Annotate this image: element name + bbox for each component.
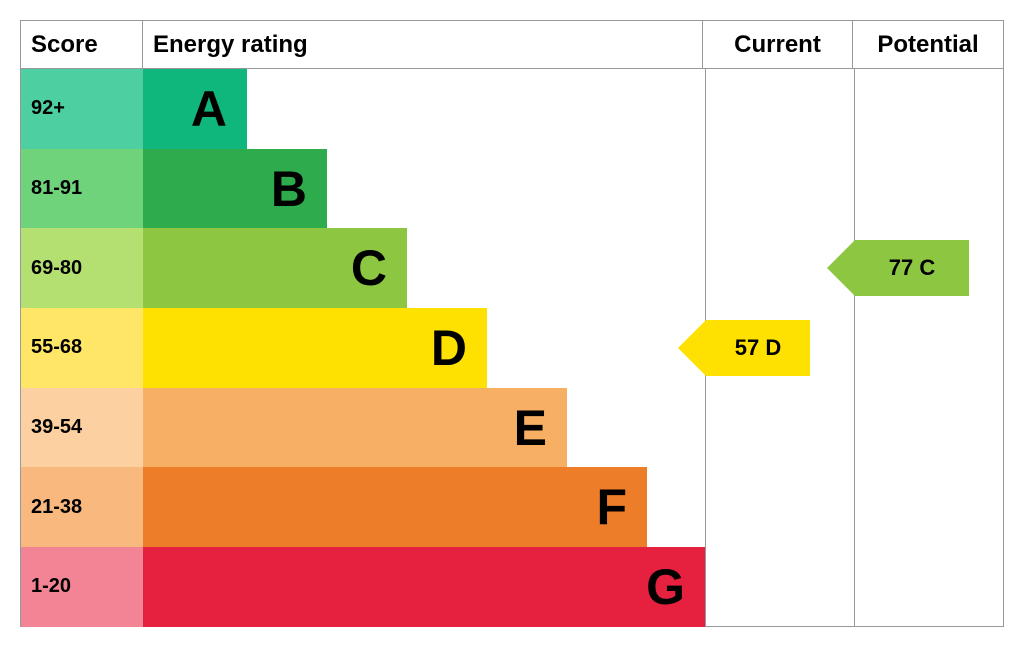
rating-row-b: 81-91B bbox=[21, 149, 705, 229]
rating-row-d: 55-68D bbox=[21, 308, 705, 388]
header-score: Score bbox=[21, 21, 143, 68]
score-cell-d: 55-68 bbox=[21, 308, 143, 388]
current-column: 57 D bbox=[705, 69, 854, 627]
score-cell-e: 39-54 bbox=[21, 388, 143, 468]
current-arrow: 57 D bbox=[678, 320, 810, 376]
header-row: Score Energy rating Current Potential bbox=[21, 21, 1003, 69]
rating-bar-d: D bbox=[143, 308, 487, 388]
score-cell-c: 69-80 bbox=[21, 228, 143, 308]
current-arrow-head bbox=[678, 320, 706, 376]
rating-row-e: 39-54E bbox=[21, 388, 705, 468]
potential-arrow: 77 C bbox=[827, 240, 969, 296]
rating-bar-a: A bbox=[143, 69, 247, 149]
rating-bar-b: B bbox=[143, 149, 327, 229]
chart-body: 92+A81-91B69-80C55-68D39-54E21-38F1-20G … bbox=[21, 69, 1003, 627]
potential-column: 77 C bbox=[854, 69, 1003, 627]
header-current: Current bbox=[703, 21, 853, 68]
header-rating: Energy rating bbox=[143, 21, 703, 68]
rating-row-a: 92+A bbox=[21, 69, 705, 149]
energy-rating-chart: Score Energy rating Current Potential 92… bbox=[20, 20, 1004, 627]
score-cell-f: 21-38 bbox=[21, 467, 143, 547]
potential-arrow-head bbox=[827, 240, 855, 296]
score-cell-b: 81-91 bbox=[21, 149, 143, 229]
potential-arrow-label: 77 C bbox=[855, 240, 969, 296]
rating-row-g: 1-20G bbox=[21, 547, 705, 627]
rating-bar-f: F bbox=[143, 467, 647, 547]
current-arrow-label: 57 D bbox=[706, 320, 810, 376]
header-potential: Potential bbox=[853, 21, 1003, 68]
rating-bar-c: C bbox=[143, 228, 407, 308]
score-cell-g: 1-20 bbox=[21, 547, 143, 627]
rating-row-c: 69-80C bbox=[21, 228, 705, 308]
rating-bar-g: G bbox=[143, 547, 705, 627]
bars-column: 92+A81-91B69-80C55-68D39-54E21-38F1-20G bbox=[21, 69, 705, 627]
rating-row-f: 21-38F bbox=[21, 467, 705, 547]
rating-bar-e: E bbox=[143, 388, 567, 468]
score-cell-a: 92+ bbox=[21, 69, 143, 149]
